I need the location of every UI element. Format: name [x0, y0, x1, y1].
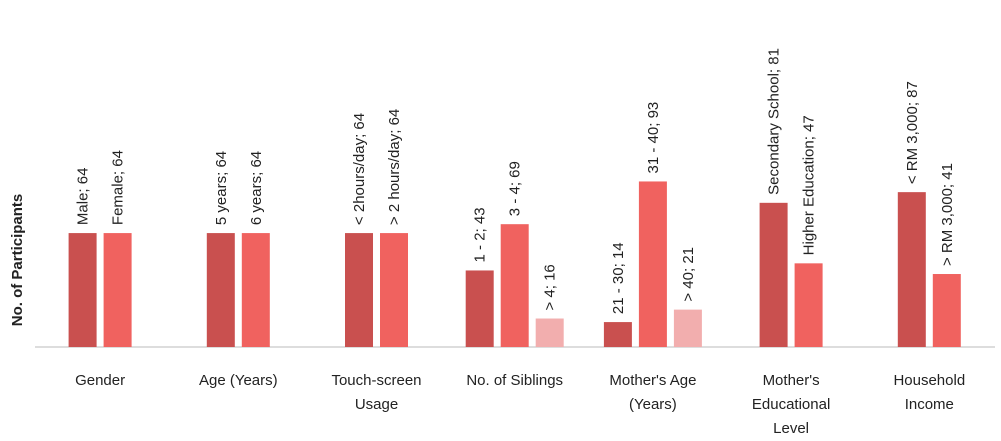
bar: [465, 270, 494, 347]
bar: [759, 202, 788, 347]
bar: [345, 233, 373, 347]
bar: [103, 233, 132, 347]
x-tick-label: Educational: [752, 396, 830, 413]
bar: [535, 318, 564, 347]
bar: [794, 263, 823, 347]
x-tick-label: Mother's Age: [609, 372, 696, 389]
bar: [932, 274, 961, 347]
x-tick-label: (Years): [629, 396, 677, 413]
data-label: > 4; 16: [542, 264, 559, 310]
bar: [500, 224, 529, 347]
data-label: 31 - 40; 93: [645, 102, 662, 174]
data-label: > 2 hours/day; 64: [386, 109, 403, 225]
data-label: < 2hours/day; 64: [351, 113, 368, 225]
bar: [68, 233, 97, 347]
x-tick-label: Level: [773, 420, 809, 437]
x-tick-label: No. of Siblings: [466, 372, 563, 389]
y-axis-title: No. of Participants: [9, 194, 26, 327]
x-tick-label: Gender: [75, 372, 125, 389]
bar: [638, 181, 667, 347]
data-label: 6 years; 64: [248, 151, 265, 225]
x-tick-label: Touch-screen: [331, 372, 421, 389]
data-label: 5 years; 64: [213, 151, 230, 225]
data-label: Male; 64: [75, 168, 92, 226]
data-label: Secondary School; 81: [766, 48, 783, 195]
data-label: 3 - 4; 69: [507, 161, 524, 216]
x-tick-label: Income: [905, 396, 954, 413]
x-tick-label: Usage: [355, 396, 398, 413]
data-label: > 40; 21: [680, 247, 697, 302]
bar: [603, 322, 632, 347]
bar: [241, 233, 270, 347]
bar: [380, 233, 408, 347]
data-label: 1 - 2; 43: [472, 207, 489, 262]
data-label: > RM 3,000; 41: [939, 163, 956, 266]
data-label: 21 - 30; 14: [610, 242, 627, 314]
x-tick-label: Age (Years): [199, 372, 278, 389]
bar: [897, 192, 926, 347]
data-label: Higher Education; 47: [801, 115, 818, 255]
bar: [206, 233, 235, 347]
data-label: Female; 64: [110, 150, 127, 225]
data-label: < RM 3,000; 87: [904, 81, 921, 184]
bar: [673, 309, 702, 347]
x-tick-label: Mother's: [763, 372, 820, 389]
x-tick-label: Household: [893, 372, 965, 389]
